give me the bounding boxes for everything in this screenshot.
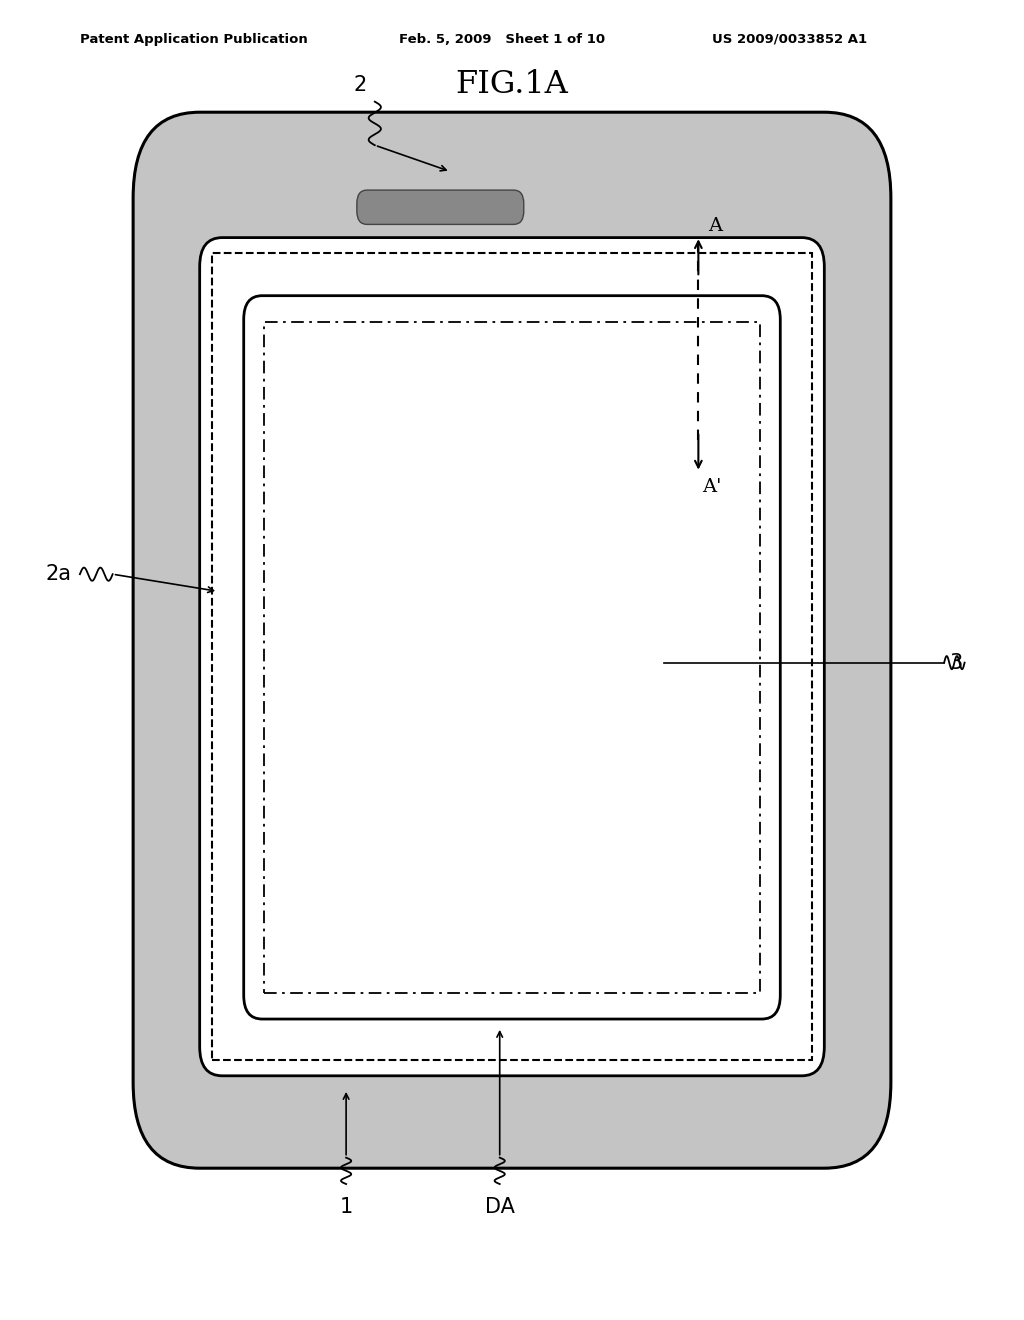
- Text: 3: 3: [949, 652, 963, 673]
- Text: 2a: 2a: [46, 564, 72, 585]
- Text: 2: 2: [353, 75, 367, 95]
- Text: Patent Application Publication: Patent Application Publication: [80, 33, 307, 46]
- Text: US 2009/0033852 A1: US 2009/0033852 A1: [712, 33, 866, 46]
- Text: FIG.1A: FIG.1A: [456, 69, 568, 99]
- FancyBboxPatch shape: [356, 190, 523, 224]
- Text: A: A: [709, 216, 723, 235]
- Text: A': A': [702, 478, 722, 496]
- Bar: [212, 253, 812, 1060]
- Text: 1: 1: [340, 1197, 352, 1217]
- Text: Feb. 5, 2009   Sheet 1 of 10: Feb. 5, 2009 Sheet 1 of 10: [399, 33, 605, 46]
- FancyBboxPatch shape: [133, 112, 891, 1168]
- Bar: [264, 322, 760, 993]
- FancyBboxPatch shape: [200, 238, 824, 1076]
- FancyBboxPatch shape: [244, 296, 780, 1019]
- Text: DA: DA: [484, 1197, 515, 1217]
